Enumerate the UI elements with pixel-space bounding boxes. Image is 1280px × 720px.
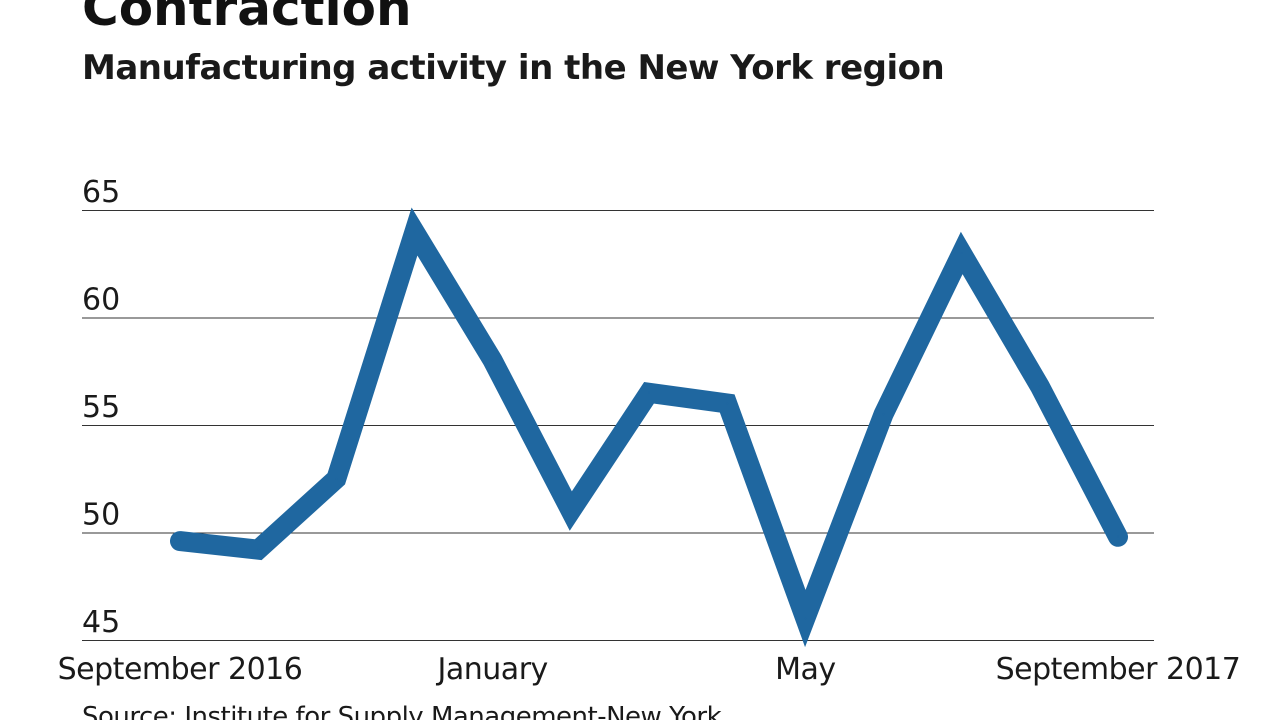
data-point-2017-07 (960, 252, 963, 254)
y-axis-tick-labels: 45 50 55 60 65 (82, 175, 120, 640)
y-tick-label-50: 50 (82, 498, 120, 533)
y-tick-label-55: 55 (82, 390, 120, 425)
data-point-2017-08 (1038, 385, 1041, 388)
y-tick-label-60: 60 (82, 283, 120, 318)
data-point-2016-12 (413, 230, 416, 233)
x-axis-tick-labels: September 2016 January May September 2017 (58, 652, 1241, 687)
chart-subtitle: Manufacturing activity in the New York r… (82, 48, 945, 88)
y-tick-label-45: 45 (82, 605, 120, 640)
data-point-2017-09 (1117, 535, 1119, 538)
series-layer (170, 207, 1128, 648)
data-point-2016-11 (335, 477, 338, 480)
data-point-2017-06 (882, 413, 885, 416)
data-point-2016-10 (257, 548, 260, 551)
data-point-2017-04 (726, 402, 729, 405)
data-point-2017-05 (804, 617, 807, 620)
data-point-2017-01 (491, 359, 494, 362)
data-point-2017-02 (569, 510, 572, 512)
y-tick-label-65: 65 (82, 175, 120, 210)
x-tick-label-2017-05: May (775, 652, 836, 687)
chart-title: Contraction (82, 0, 412, 37)
x-tick-label-2016-09: September 2016 (58, 652, 303, 687)
data-point-2016-09 (179, 540, 181, 543)
source-note: Source: Institute for Supply Management-… (82, 702, 722, 720)
x-tick-label-2017-09: September 2017 (996, 652, 1241, 687)
data-point-2017-03 (648, 391, 650, 394)
x-tick-label-2017-01: January (436, 652, 548, 687)
